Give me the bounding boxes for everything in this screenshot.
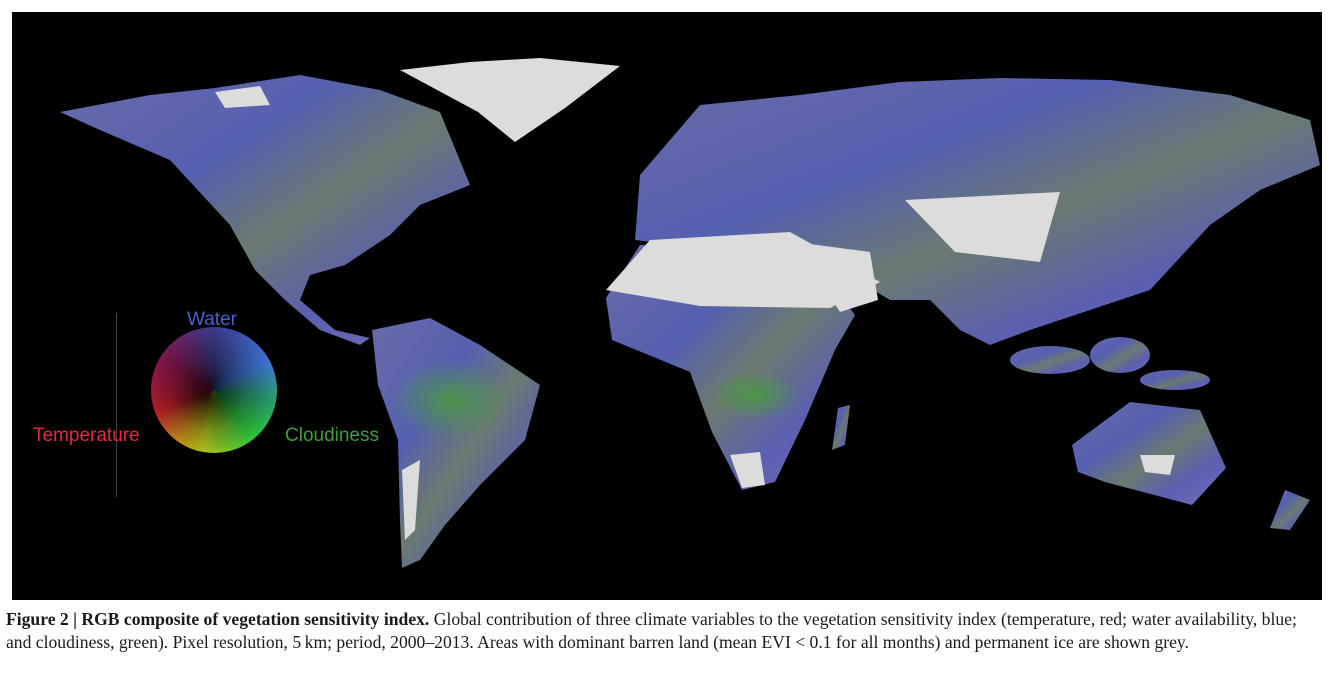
legend-temperature: Temperature [33,425,140,446]
legend-water: Water [187,309,237,330]
color-wheel [151,327,277,453]
caption-title: Figure 2 | RGB composite of vegetation s… [6,609,430,629]
green-patch [390,360,510,440]
world-map: Water Temperature Cloudiness [12,12,1322,600]
legend-cloudiness: Cloudiness [285,425,379,446]
land [60,75,1320,568]
green-patch [710,370,800,420]
map-graphic [60,58,1320,568]
caption-text: Global contribution of three climate var… [6,609,1297,652]
figure-caption: Figure 2 | RGB composite of vegetation s… [6,608,1324,654]
barren-ice [215,58,1175,540]
legend-axis-line [116,313,117,497]
